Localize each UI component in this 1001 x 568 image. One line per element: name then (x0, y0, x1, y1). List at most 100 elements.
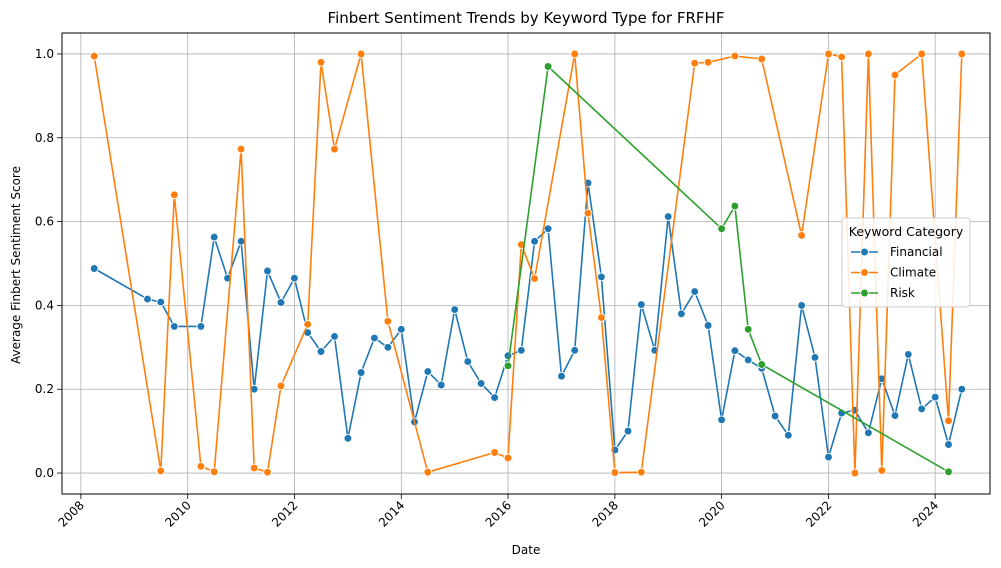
x-axis-title: Date (512, 543, 541, 557)
data-point-climate (850, 468, 860, 478)
legend-swatch-marker (860, 288, 869, 298)
data-point-financial (677, 309, 686, 319)
y-tick-label: 0.2 (35, 382, 54, 396)
data-point-financial (450, 305, 460, 314)
data-point-climate (209, 467, 219, 477)
data-point-financial (877, 374, 887, 384)
data-point-climate (583, 208, 593, 218)
data-point-climate (169, 190, 179, 200)
data-point-financial (636, 300, 646, 309)
data-point-climate (236, 144, 246, 154)
data-point-climate (837, 52, 846, 62)
data-point-financial (196, 322, 206, 331)
data-point-financial (903, 350, 913, 359)
data-point-risk (717, 224, 726, 234)
data-point-financial (209, 232, 219, 242)
data-point-climate (570, 49, 580, 59)
data-point-financial (276, 298, 286, 307)
data-point-financial (570, 345, 580, 355)
legend-swatch-marker (860, 247, 869, 257)
data-point-financial (263, 266, 272, 276)
series-layer (89, 49, 967, 478)
data-point-climate (156, 466, 166, 476)
data-point-financial (864, 428, 873, 438)
data-point-financial (436, 380, 446, 390)
legend-items: Financial Climate Risk (851, 245, 943, 300)
data-point-financial (770, 411, 780, 421)
data-point-climate (877, 466, 887, 475)
data-point-financial (356, 368, 366, 377)
data-point-financial (143, 294, 152, 304)
data-point-risk (743, 324, 753, 334)
data-point-financial (917, 404, 927, 414)
y-tick-label: 0.6 (35, 215, 54, 229)
data-point-climate (356, 49, 366, 59)
data-point-climate (263, 467, 272, 477)
data-point-financial (597, 272, 606, 282)
data-point-climate (89, 51, 99, 61)
plot-area-frame (61, 32, 991, 495)
data-point-climate (303, 319, 313, 329)
y-tick-label: 1.0 (35, 47, 54, 61)
data-point-financial (316, 347, 326, 356)
data-point-climate (864, 49, 873, 59)
legend-box (841, 217, 971, 308)
data-point-financial (717, 415, 726, 425)
data-point-financial (503, 351, 513, 361)
series-risk (503, 62, 953, 477)
y-tick-label: 0.8 (35, 131, 54, 145)
data-point-climate (757, 54, 767, 64)
data-point-financial (463, 357, 473, 366)
data-point-risk (503, 361, 513, 371)
data-point-climate (316, 57, 326, 67)
data-point-financial (530, 236, 539, 246)
data-point-financial (169, 322, 179, 331)
data-point-climate (503, 453, 513, 463)
data-point-risk (543, 62, 553, 71)
legend-title: Keyword Category (849, 224, 964, 239)
legend-label-risk: Risk (890, 286, 915, 300)
data-point-climate (597, 313, 606, 322)
data-point-climate (917, 49, 927, 59)
grid (62, 33, 990, 494)
data-point-financial (476, 379, 486, 388)
legend-item-climate: Climate (851, 266, 936, 280)
data-point-financial (343, 433, 353, 443)
data-point-financial (730, 346, 740, 356)
data-point-financial (490, 393, 499, 402)
data-point-financial (516, 345, 526, 355)
legend-swatch-marker (860, 268, 869, 277)
data-point-financial (690, 287, 700, 296)
data-point-climate (703, 57, 713, 67)
data-point-climate (530, 274, 539, 283)
data-point-climate (824, 49, 833, 59)
data-point-financial (156, 297, 166, 307)
data-point-climate (423, 467, 433, 477)
data-point-financial (743, 355, 753, 365)
data-point-financial (703, 321, 713, 330)
data-point-climate (249, 463, 259, 473)
data-point-financial (797, 301, 806, 310)
data-point-financial (543, 224, 553, 234)
data-point-financial (623, 426, 633, 436)
y-tick-label: 0.0 (35, 466, 54, 480)
data-point-financial (557, 371, 566, 381)
data-point-financial (396, 324, 406, 334)
data-point-climate (797, 231, 806, 240)
legend-item-risk: Risk (851, 286, 915, 300)
legend-label-climate: Climate (890, 266, 936, 280)
y-tick-label: 0.4 (35, 298, 54, 312)
data-point-financial (89, 264, 99, 273)
data-point-climate (890, 70, 900, 80)
data-point-financial (930, 392, 940, 402)
data-point-financial (944, 440, 953, 449)
data-point-climate (383, 316, 393, 326)
legend-label-financial: Financial (890, 245, 943, 259)
data-point-climate (730, 51, 740, 61)
chart-title: Finbert Sentiment Trends by Keyword Type… (328, 9, 725, 27)
data-point-financial (383, 342, 393, 352)
data-point-climate (330, 144, 339, 154)
data-point-financial (663, 212, 673, 221)
series-climate (89, 49, 967, 478)
